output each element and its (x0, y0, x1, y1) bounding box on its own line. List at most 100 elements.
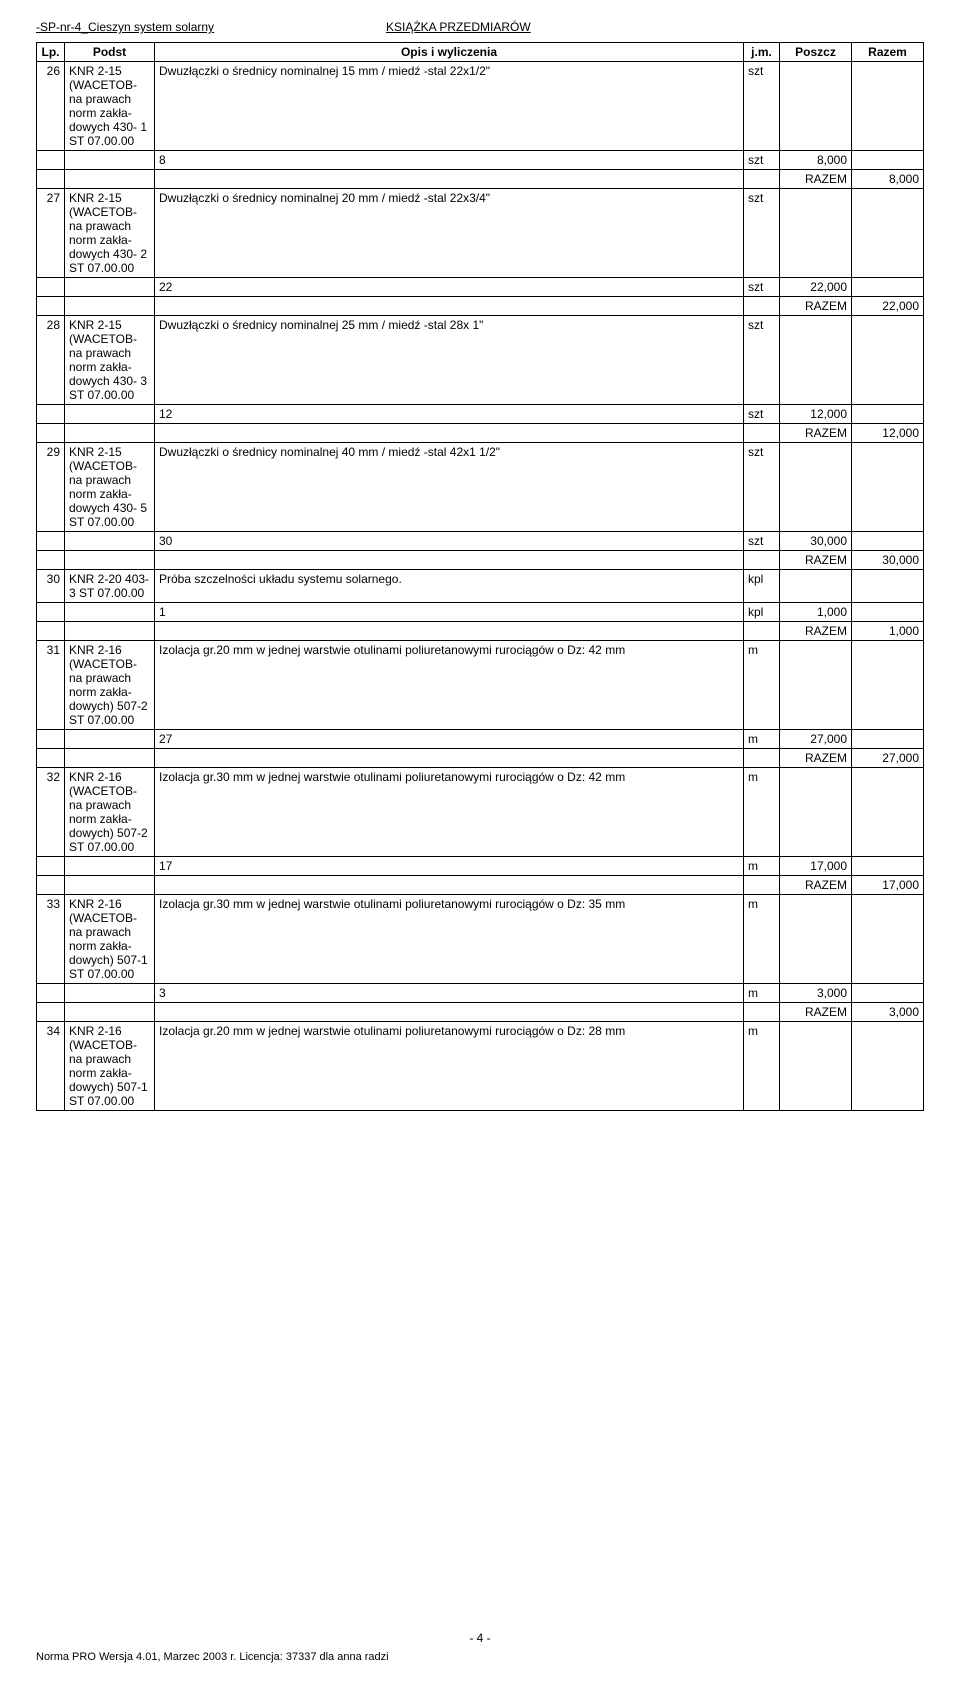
cell-poszcz (780, 189, 852, 278)
cell-lp: 31 (37, 641, 65, 730)
cell-opis: Dwuzłączki o średnicy nominalnej 25 mm /… (155, 316, 744, 405)
cell-calc: 3 (155, 984, 744, 1003)
cell-razem (852, 62, 924, 151)
table-calc-row: 8szt8,000 (37, 151, 924, 170)
table-calc-row: 17m17,000 (37, 857, 924, 876)
table-row: 30KNR 2-20 403-3 ST 07.00.00Próba szczel… (37, 570, 924, 603)
table-razem-row: RAZEM12,000 (37, 424, 924, 443)
table-razem-row: RAZEM22,000 (37, 297, 924, 316)
cell-lp: 26 (37, 62, 65, 151)
cell-calc: 1 (155, 603, 744, 622)
table-row: 26KNR 2-15 (WACETOB- na prawach norm zak… (37, 62, 924, 151)
table-calc-row: 1kpl1,000 (37, 603, 924, 622)
cell-lp: 27 (37, 189, 65, 278)
cell-jm: m (744, 1022, 780, 1111)
cell-calc: 22 (155, 278, 744, 297)
cell-poszcz (780, 316, 852, 405)
header-right: KSIĄŻKA PRZEDMIARÓW (386, 20, 531, 34)
cell-poszcz (780, 1022, 852, 1111)
cell-opis: Izolacja gr.20 mm w jednej warstwie otul… (155, 641, 744, 730)
razem-label: RAZEM (780, 622, 852, 641)
cell-jm: kpl (744, 570, 780, 603)
table-row: 29KNR 2-15 (WACETOB- na prawach norm zak… (37, 443, 924, 532)
cell-calc: 27 (155, 730, 744, 749)
cell-opis: Izolacja gr.20 mm w jednej warstwie otul… (155, 1022, 744, 1111)
razem-value: 1,000 (852, 622, 924, 641)
razem-value: 8,000 (852, 170, 924, 189)
cell-razem (852, 316, 924, 405)
cell-poszcz (780, 570, 852, 603)
razem-value: 3,000 (852, 1003, 924, 1022)
col-opis: Opis i wyliczenia (155, 43, 744, 62)
cell-opis: Izolacja gr.30 mm w jednej warstwie otul… (155, 895, 744, 984)
col-poszcz: Poszcz (780, 43, 852, 62)
cell-jm: m (744, 641, 780, 730)
cell-razem (852, 1022, 924, 1111)
cell-podst: KNR 2-20 403-3 ST 07.00.00 (65, 570, 155, 603)
cell-jm: szt (744, 443, 780, 532)
razem-label: RAZEM (780, 297, 852, 316)
cell-jm: m (744, 895, 780, 984)
cell-calc-poszcz: 1,000 (780, 603, 852, 622)
table-row: 34KNR 2-16 (WACETOB- na prawach norm zak… (37, 1022, 924, 1111)
cell-calc-jm: szt (744, 278, 780, 297)
cell-podst: KNR 2-16 (WACETOB- na prawach norm zakła… (65, 895, 155, 984)
table-razem-row: RAZEM30,000 (37, 551, 924, 570)
cell-podst: KNR 2-16 (WACETOB- na prawach norm zakła… (65, 768, 155, 857)
cell-calc-poszcz: 30,000 (780, 532, 852, 551)
cell-podst: KNR 2-15 (WACETOB- na prawach norm zakła… (65, 62, 155, 151)
cell-calc: 17 (155, 857, 744, 876)
col-lp: Lp. (37, 43, 65, 62)
table-row: 33KNR 2-16 (WACETOB- na prawach norm zak… (37, 895, 924, 984)
page-number: - 4 - (36, 1631, 924, 1645)
table-calc-row: 22szt22,000 (37, 278, 924, 297)
cell-calc-poszcz: 27,000 (780, 730, 852, 749)
razem-value: 17,000 (852, 876, 924, 895)
cell-calc-poszcz: 8,000 (780, 151, 852, 170)
cell-lp: 29 (37, 443, 65, 532)
table-row: 32KNR 2-16 (WACETOB- na prawach norm zak… (37, 768, 924, 857)
razem-label: RAZEM (780, 876, 852, 895)
cell-calc-poszcz: 12,000 (780, 405, 852, 424)
cell-lp: 28 (37, 316, 65, 405)
cell-lp: 32 (37, 768, 65, 857)
cell-lp: 33 (37, 895, 65, 984)
cell-podst: KNR 2-15 (WACETOB- na prawach norm zakła… (65, 316, 155, 405)
cell-jm: szt (744, 62, 780, 151)
cell-razem (852, 641, 924, 730)
table-calc-row: 12szt12,000 (37, 405, 924, 424)
cell-calc-jm: szt (744, 151, 780, 170)
cell-calc-jm: szt (744, 405, 780, 424)
razem-value: 22,000 (852, 297, 924, 316)
table-calc-row: 27m27,000 (37, 730, 924, 749)
cell-opis: Dwuzłączki o średnicy nominalnej 15 mm /… (155, 62, 744, 151)
cell-calc-jm: m (744, 730, 780, 749)
cell-poszcz (780, 443, 852, 532)
measurements-table: Lp. Podst Opis i wyliczenia j.m. Poszcz … (36, 42, 924, 1111)
cell-razem (852, 443, 924, 532)
razem-label: RAZEM (780, 749, 852, 768)
cell-calc-poszcz: 22,000 (780, 278, 852, 297)
table-header-row: Lp. Podst Opis i wyliczenia j.m. Poszcz … (37, 43, 924, 62)
cell-calc-poszcz: 3,000 (780, 984, 852, 1003)
cell-calc: 8 (155, 151, 744, 170)
table-razem-row: RAZEM8,000 (37, 170, 924, 189)
col-razem: Razem (852, 43, 924, 62)
table-calc-row: 3m3,000 (37, 984, 924, 1003)
cell-razem (852, 768, 924, 857)
cell-opis: Dwuzłączki o średnicy nominalnej 20 mm /… (155, 189, 744, 278)
cell-jm: szt (744, 189, 780, 278)
cell-poszcz (780, 768, 852, 857)
cell-podst: KNR 2-15 (WACETOB- na prawach norm zakła… (65, 443, 155, 532)
table-razem-row: RAZEM3,000 (37, 1003, 924, 1022)
cell-razem (852, 189, 924, 278)
razem-value: 30,000 (852, 551, 924, 570)
cell-podst: KNR 2-16 (WACETOB- na prawach norm zakła… (65, 641, 155, 730)
table-razem-row: RAZEM17,000 (37, 876, 924, 895)
doc-header: -SP-nr-4_Cieszyn system solarny KSIĄŻKA … (36, 20, 924, 34)
col-jm: j.m. (744, 43, 780, 62)
cell-jm: m (744, 768, 780, 857)
razem-label: RAZEM (780, 170, 852, 189)
cell-calc-jm: m (744, 857, 780, 876)
table-calc-row: 30szt30,000 (37, 532, 924, 551)
